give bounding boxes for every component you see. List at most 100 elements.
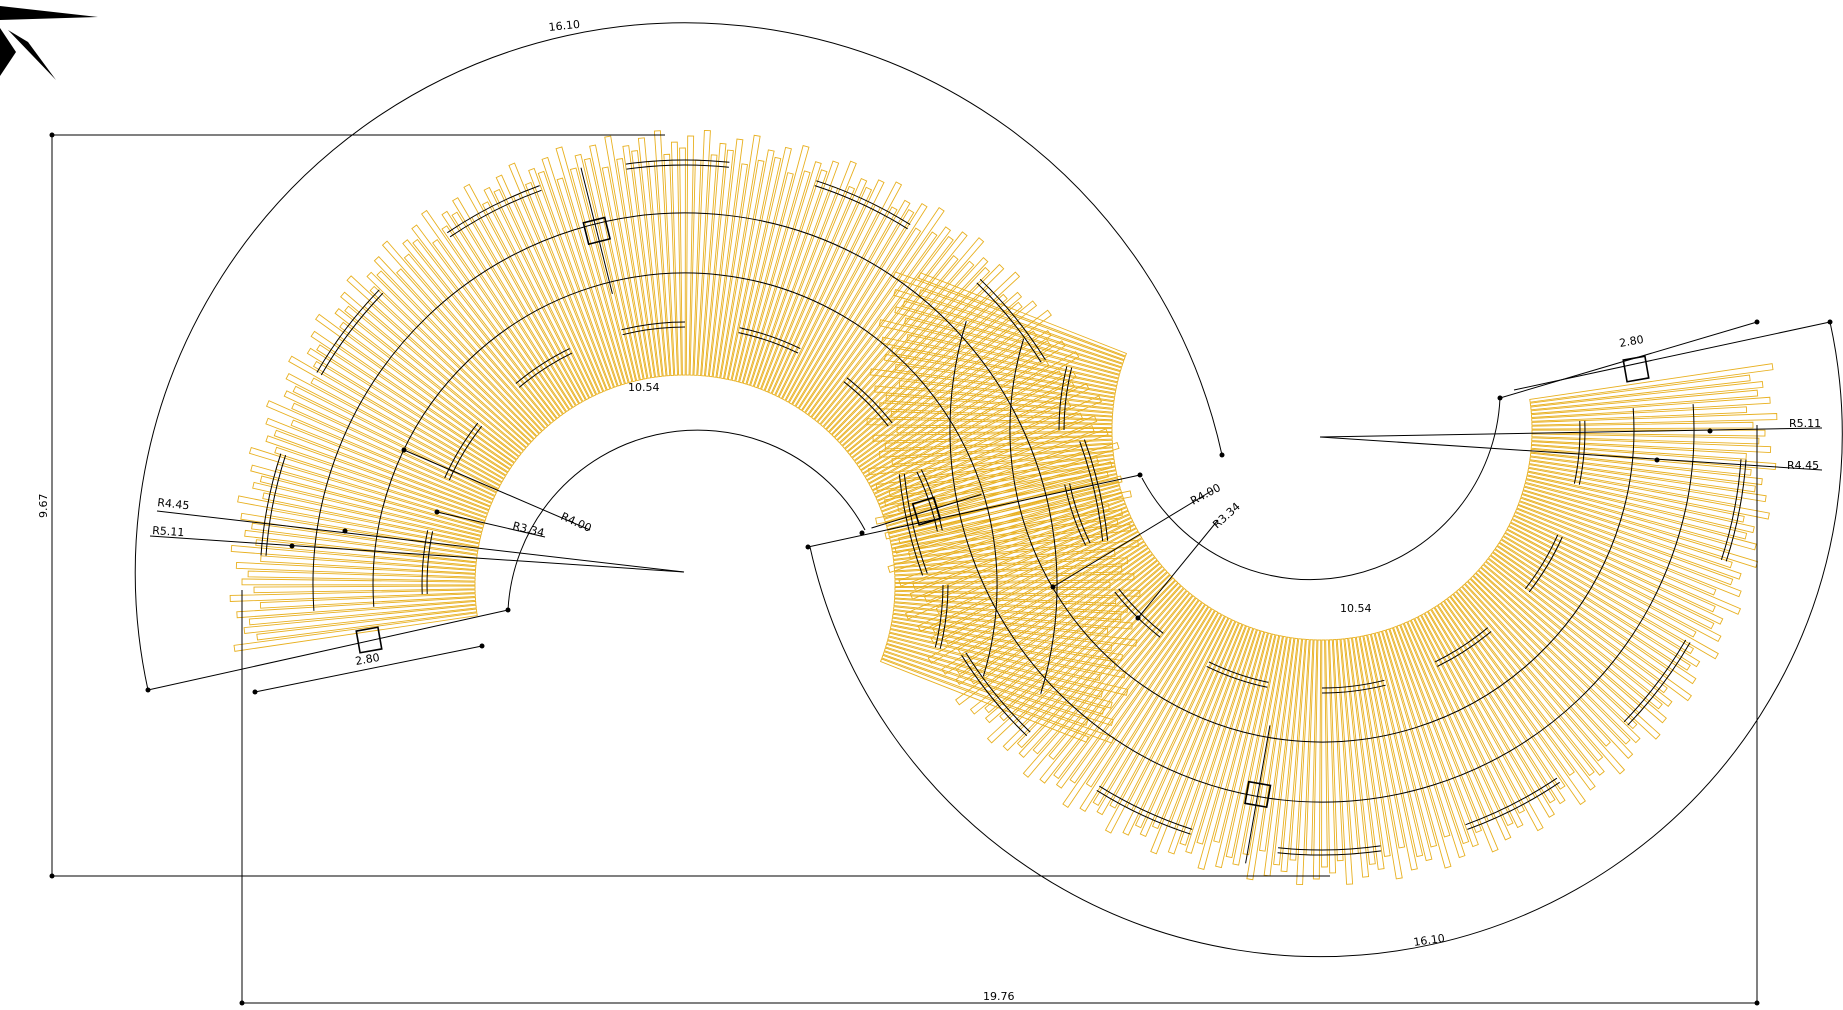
top-band-rail — [934, 584, 944, 648]
top-band-rail — [426, 531, 434, 595]
overall-dimension-lines — [49, 132, 1760, 1006]
top-band-slat — [306, 347, 509, 476]
top-band-slat — [731, 146, 792, 382]
top-band-rail — [976, 282, 1042, 363]
outer-arc-bottom-label: 16.10 — [1413, 932, 1446, 949]
bottom-band-slat — [872, 432, 1113, 442]
bottom-band-slat — [930, 527, 1139, 644]
end-post-square — [355, 626, 383, 654]
top-band-slat — [864, 351, 1080, 481]
top-band-slat — [366, 271, 537, 440]
bottom-band-rail — [1467, 781, 1560, 830]
bottom-band-slat — [1461, 583, 1611, 747]
top-band-slat — [230, 544, 477, 571]
bottom-band-rail — [1096, 789, 1191, 835]
right-radius-r445: R4.45 — [1787, 459, 1819, 472]
bottom-band-slat — [1396, 624, 1483, 834]
top-band-rail — [260, 453, 282, 556]
bottom-band-slat — [1487, 555, 1668, 694]
top-band-slat — [528, 167, 615, 390]
bottom-band-slat — [1526, 471, 1745, 523]
top-band-slat — [512, 193, 604, 394]
bottom-band-slat — [891, 347, 1117, 394]
bottom-band-slat — [917, 521, 1135, 632]
top-band-slat — [804, 231, 938, 416]
bottom-band-slat — [1530, 381, 1764, 411]
top-band-slat — [524, 181, 611, 391]
top-band-slat — [248, 600, 477, 626]
top-band-slat — [807, 226, 952, 418]
top-band-slat — [463, 183, 587, 403]
top-band-slat — [712, 163, 749, 378]
bottom-band-slat — [941, 541, 1147, 675]
bottom-band-slat — [888, 458, 1115, 498]
dimension-node — [479, 643, 485, 649]
leader-line — [254, 645, 483, 693]
top-band-slat — [240, 512, 479, 555]
bottom-band-rail — [1578, 420, 1586, 485]
bottom-band-slat — [1464, 581, 1634, 759]
bottom-band-slat — [1434, 604, 1566, 805]
top-band-slat — [708, 138, 744, 378]
bottom-band-slat — [1531, 406, 1748, 422]
bottom-band-rail — [1528, 536, 1563, 593]
bottom-band-slat — [969, 560, 1160, 715]
bottom-band-slat — [1511, 515, 1716, 613]
bottom-band-slat — [1215, 633, 1276, 869]
right-radius-r400: R4.00 — [1188, 481, 1222, 508]
bottom-band-slat — [905, 514, 1132, 620]
top-band-slat — [369, 285, 535, 443]
post-top-square — [582, 216, 612, 246]
bottom-band-slat — [1197, 631, 1269, 870]
top-band-slat — [381, 240, 549, 429]
bottom-band-slat — [1531, 441, 1747, 460]
bottom-band-slat — [1514, 508, 1717, 596]
top-band-slat — [441, 210, 573, 411]
bottom-band-slat — [898, 481, 1120, 545]
top-band-slat — [537, 170, 618, 388]
bottom-band-slat — [885, 394, 1114, 417]
top-band-slat — [310, 330, 513, 470]
leader-line — [1137, 519, 1219, 619]
bottom-band-rail — [1069, 483, 1091, 544]
top-band-slat — [886, 640, 1113, 709]
dimension-node — [401, 447, 407, 453]
top-band-slat — [836, 271, 1021, 444]
bottom-band-slat — [896, 426, 1113, 434]
bottom-band-slat — [1483, 561, 1663, 710]
top-band-slat — [248, 446, 486, 525]
top-band-slat — [236, 597, 477, 619]
inner-arc-bottom-label: 10.54 — [1340, 602, 1372, 615]
bottom-band-slat — [1039, 592, 1193, 784]
top-band-slat — [396, 268, 546, 432]
bottom-band-beam-arc — [949, 321, 1695, 803]
bottom-band-slat — [1467, 578, 1631, 745]
bottom-band-slat — [1520, 493, 1733, 569]
top-band-slat — [742, 170, 811, 385]
top-band-slat — [604, 135, 652, 379]
top-band-slat — [601, 166, 648, 380]
top-band-slat — [842, 291, 1023, 450]
top-band-slat — [697, 154, 718, 377]
top-band-slat — [795, 202, 928, 409]
bottom-band-slat — [1370, 632, 1433, 862]
top-band-rail — [739, 327, 801, 350]
bottom-band-slat — [894, 485, 1121, 554]
bottom-band-slat — [1022, 587, 1187, 778]
bottom-band-slat — [984, 563, 1163, 714]
bottom-band-slat — [1053, 595, 1196, 780]
top-band-slat — [637, 137, 667, 377]
bottom-band-rail — [1277, 850, 1382, 856]
left-radius-r334: R3.34 — [511, 519, 545, 539]
bottom-band-slat — [1139, 620, 1240, 838]
dimension-node — [1135, 615, 1141, 621]
bottom-band-slat — [1048, 590, 1190, 760]
bottom-band-slat — [1378, 630, 1452, 869]
bottom-band-rail — [961, 654, 1028, 737]
bottom-band-slat — [1529, 452, 1763, 486]
top-band-slat — [541, 156, 622, 387]
top-band-slat — [421, 209, 567, 415]
bottom-band-slat — [1475, 569, 1661, 740]
top-band-slat — [495, 174, 600, 396]
top-band-slat — [892, 613, 1113, 652]
